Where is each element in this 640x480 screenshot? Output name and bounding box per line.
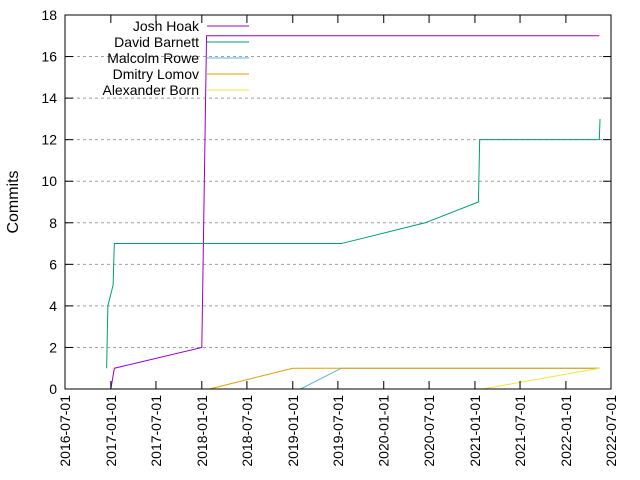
series-layer xyxy=(106,35,601,390)
x-tick-label-2019-07-01: 2019-07-01 xyxy=(330,395,346,467)
y-tick-label-14: 14 xyxy=(41,90,57,106)
legend-label-3: Dmitry Lomov xyxy=(113,66,199,82)
y-tick-label-6: 6 xyxy=(49,256,57,272)
legend-label-4: Alexander Born xyxy=(102,82,199,98)
x-tick-label-2018-01-01: 2018-01-01 xyxy=(194,395,210,467)
x-tick-label-2016-07-01: 2016-07-01 xyxy=(57,395,73,467)
x-tick-label-2018-07-01: 2018-07-01 xyxy=(239,395,255,467)
series-line-2 xyxy=(300,367,600,390)
y-tick-label-0: 0 xyxy=(49,381,57,397)
legend-label-2: Malcolm Rowe xyxy=(107,50,199,66)
y-tick-label-18: 18 xyxy=(41,7,57,23)
y-axis: 0 2 4 6 8 10 12 14 16 18 xyxy=(41,7,611,397)
x-tick-label-2017-01-01: 2017-01-01 xyxy=(103,395,119,467)
x-tick-label-2020-01-01: 2020-01-01 xyxy=(376,395,392,467)
y-tick-label-4: 4 xyxy=(49,298,57,314)
y-tick-label-16: 16 xyxy=(41,49,57,65)
x-axis: 2016-07-01 2017-01-01 2017-07-01 2018-01-01… xyxy=(57,15,619,467)
y-tick-label-10: 10 xyxy=(41,173,57,189)
y-tick-label-12: 12 xyxy=(41,132,57,148)
y-axis-label: Commits xyxy=(5,170,22,233)
x-tick-label-2022-07-01: 2022-07-01 xyxy=(603,395,619,467)
legend-label-0: Josh Hoak xyxy=(133,18,200,34)
series-line-1 xyxy=(106,118,601,369)
y-tick-label-2: 2 xyxy=(49,339,57,355)
x-tick-label-2019-01-01: 2019-01-01 xyxy=(285,395,301,467)
series-line-4 xyxy=(482,367,600,390)
grid-lines xyxy=(65,56,611,348)
x-tick-label-2017-07-01: 2017-07-01 xyxy=(148,395,164,467)
legend-label-1: David Barnett xyxy=(114,34,199,50)
series-line-0 xyxy=(110,35,600,390)
y-tick-label-8: 8 xyxy=(49,215,57,231)
x-tick-label-2020-07-01: 2020-07-01 xyxy=(421,395,437,467)
series-line-3 xyxy=(209,367,600,390)
x-tick-label-2022-01-01: 2022-01-01 xyxy=(558,395,574,467)
x-tick-label-2021-01-01: 2021-01-01 xyxy=(467,395,483,467)
x-tick-label-2021-07-01: 2021-07-01 xyxy=(512,395,528,467)
